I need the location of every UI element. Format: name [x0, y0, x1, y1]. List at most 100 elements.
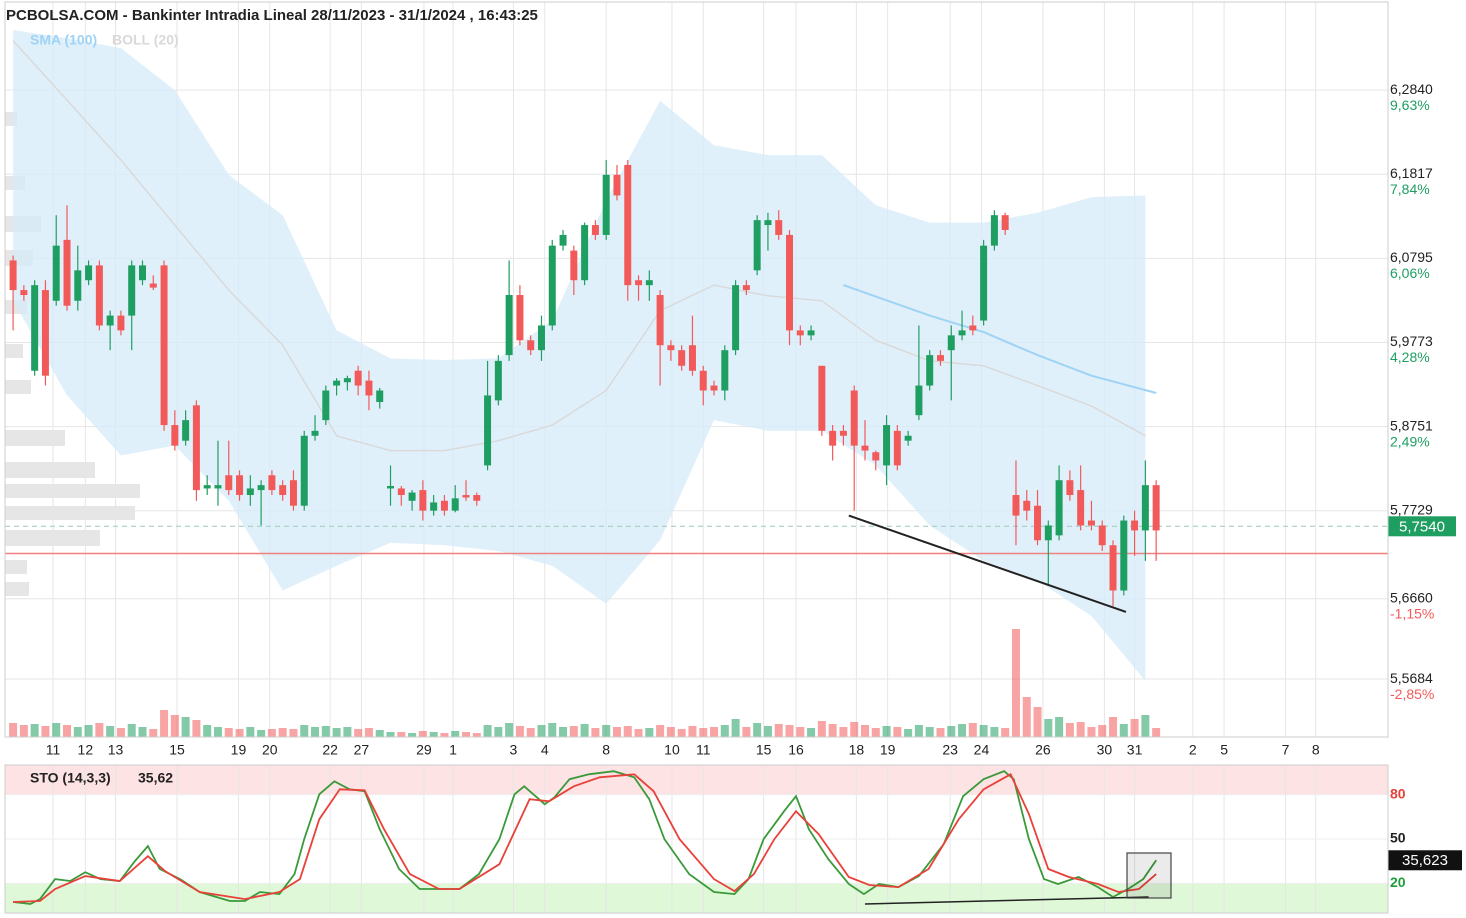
candle-body [160, 265, 168, 426]
candle-body [95, 265, 103, 326]
candle-body [419, 490, 427, 511]
volume-bar [408, 733, 417, 737]
volume-bar [462, 732, 470, 737]
candle-body [861, 445, 869, 451]
volume-bar [699, 728, 708, 737]
candle-body [484, 395, 492, 466]
volume-bar [1011, 629, 1020, 737]
candle-body [1055, 480, 1063, 536]
y-tick-label: 5,6660 [1390, 589, 1433, 605]
candle-body [796, 330, 804, 336]
volume-bar [429, 732, 438, 737]
volume-bar [990, 727, 999, 737]
volume-bar [483, 725, 492, 737]
candle-body [850, 390, 858, 446]
volume-bar [235, 729, 244, 737]
volume-bar [602, 725, 611, 737]
volume-bar [1098, 725, 1107, 737]
zone [5, 883, 1388, 913]
candle-body [699, 370, 707, 391]
volume-bar [591, 728, 600, 737]
chart-title: PCBOLSA.COM - Bankinter Intradia Lineal … [6, 7, 538, 24]
volume-bar [515, 726, 524, 737]
volume-bar [19, 725, 28, 737]
candle-body [182, 420, 190, 441]
volume-bar [1087, 727, 1096, 737]
volume-bar [267, 729, 276, 737]
candle-body [516, 295, 524, 341]
y-tick-label: 5,9773 [1390, 333, 1433, 349]
volume-bar [181, 717, 190, 737]
volume-bar [753, 723, 762, 737]
candle-body [1012, 495, 1020, 516]
volume-bar [149, 729, 158, 737]
volume-bar [1076, 722, 1085, 737]
y-tick-label: 20 [1390, 874, 1406, 890]
volume-bar [52, 723, 61, 737]
volume-bar [73, 727, 82, 737]
y-tick-pct: 4,28% [1390, 349, 1430, 365]
x-tick-label: 27 [354, 742, 370, 758]
profile-bar [5, 582, 29, 596]
trend-line [864, 896, 1149, 905]
candle-body [958, 330, 966, 336]
candle-body [1077, 490, 1085, 526]
candle-body [818, 365, 826, 431]
candle-body [9, 260, 17, 291]
candle-body [74, 270, 82, 301]
candle-body [990, 215, 998, 246]
volume-bar [30, 724, 39, 737]
candle-body [678, 350, 686, 366]
volume-bar [472, 733, 481, 737]
candle-body [570, 250, 578, 281]
volume-bar [138, 727, 147, 737]
volume-bar [688, 726, 697, 737]
volume-bar [860, 725, 869, 737]
candle-body [225, 475, 233, 491]
candle-body [117, 315, 125, 331]
x-tick-label: 29 [416, 742, 432, 758]
x-tick-label: 15 [169, 742, 185, 758]
volume-bar [947, 726, 956, 737]
volume-bar [774, 724, 783, 737]
volume-bar [41, 726, 50, 737]
candle-body [322, 390, 330, 421]
volume-bar [1044, 719, 1053, 737]
candle-body [462, 495, 470, 498]
volume-bar [1130, 719, 1139, 737]
candle-body [710, 385, 718, 391]
candle-body [1131, 520, 1139, 531]
volume-bar [569, 726, 578, 737]
volume-bar [321, 726, 330, 737]
candle-body [279, 485, 287, 496]
profile-bar [5, 506, 135, 520]
x-tick-label: 13 [108, 742, 124, 758]
volume-bar [763, 726, 772, 737]
legend-entry: BOLL (20) [112, 32, 179, 48]
volume-bar [1001, 728, 1010, 737]
candle-body [807, 330, 815, 336]
labels: PCBOLSA.COM - Bankinter Intradia Lineal … [6, 7, 1462, 890]
x-tick-label: 11 [696, 742, 711, 758]
y-tick-label: 50 [1390, 830, 1406, 846]
candle-body [602, 174, 610, 235]
volume-bar [289, 729, 298, 737]
candle-body [742, 285, 750, 291]
candle-body [904, 435, 912, 441]
candle-body [839, 430, 847, 436]
profile-bar [5, 484, 140, 498]
x-tick-label: 26 [1035, 742, 1051, 758]
candle-body [106, 315, 114, 326]
current-box [1388, 850, 1462, 871]
volume-bar [192, 720, 201, 737]
x-tick-label: 24 [974, 742, 990, 758]
volume-bar [958, 724, 967, 737]
volume-bar [494, 727, 503, 737]
y-tick-label: 6,2840 [1390, 81, 1433, 97]
volume-bar [742, 727, 751, 737]
volume-bar [914, 725, 923, 737]
volume-bar [526, 728, 535, 737]
candle-body [236, 475, 244, 496]
candle-body [85, 265, 93, 281]
volume-bar [1152, 728, 1161, 737]
